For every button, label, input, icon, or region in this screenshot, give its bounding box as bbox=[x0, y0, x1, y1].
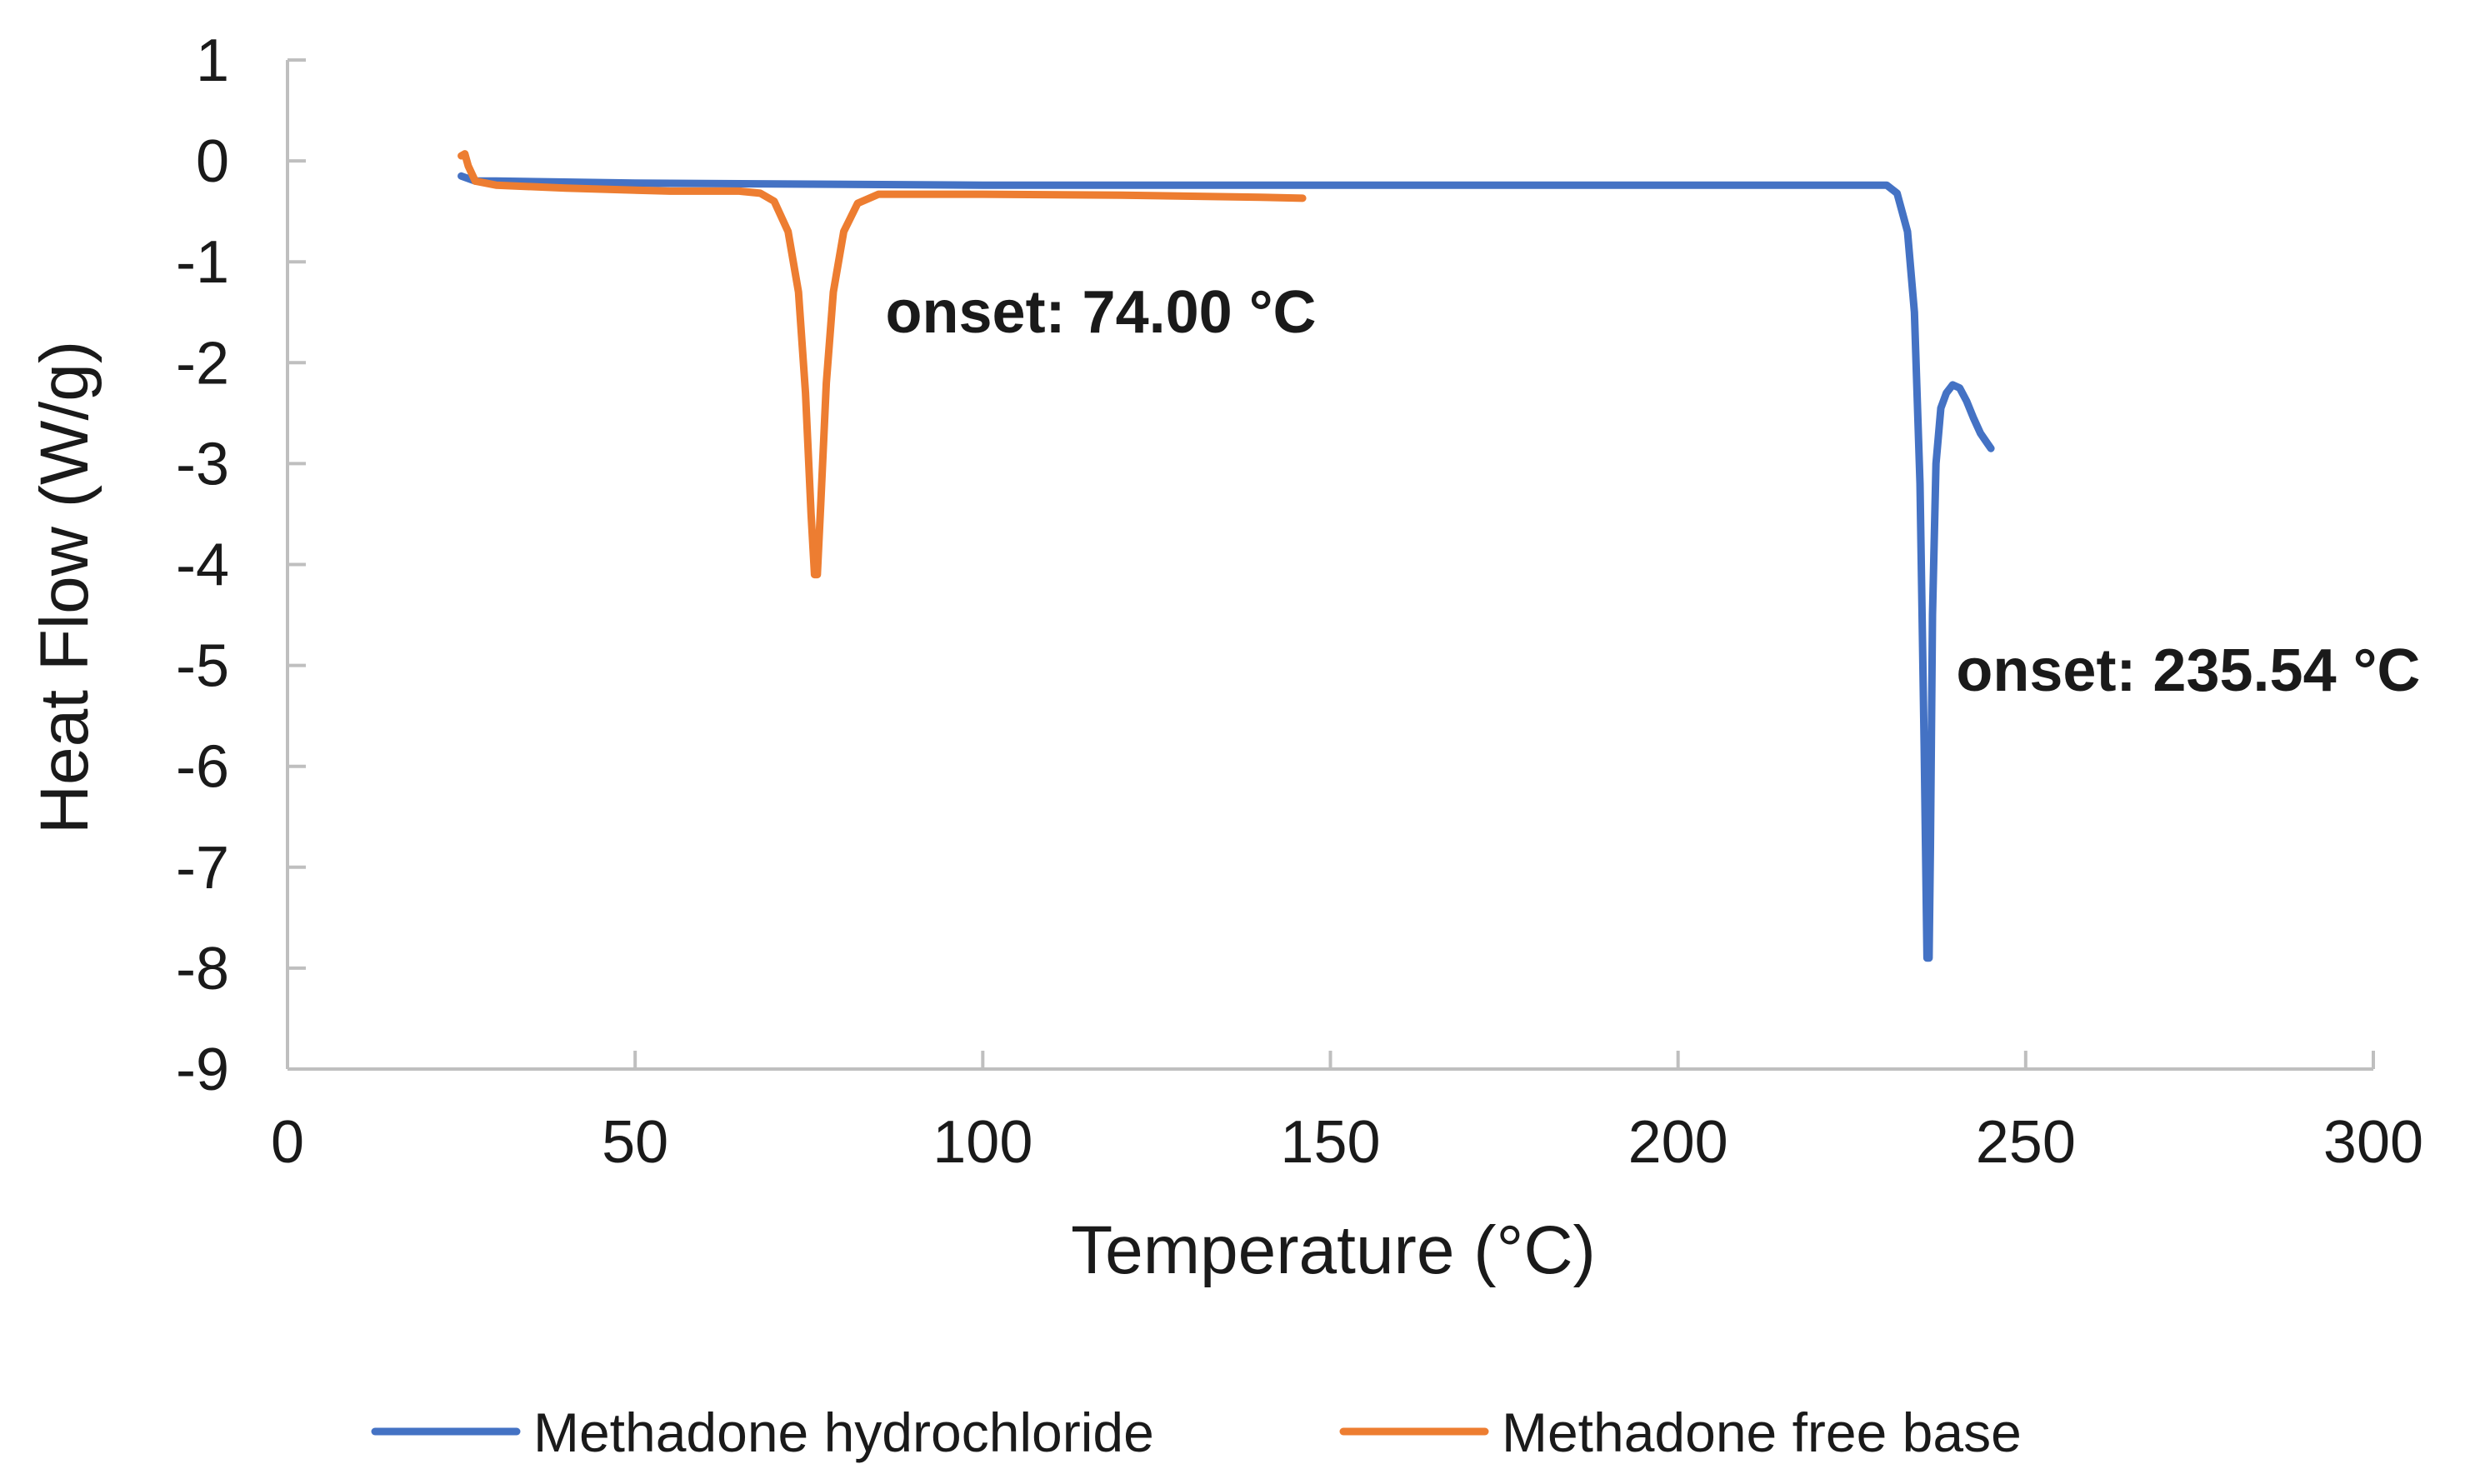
onset-annotation: onset: 235.54 °C bbox=[1956, 637, 2420, 704]
y-tick-label: -5 bbox=[176, 633, 229, 700]
y-tick-label: -9 bbox=[176, 1037, 229, 1103]
x-tick-label: 0 bbox=[271, 1109, 304, 1176]
onset-annotation: onset: 74.00 °C bbox=[886, 279, 1317, 346]
axes: 1 0 -1 -2 -3 -4 -5 -6 -7 -8 -9 0 50 100 150 200 250 300 bbox=[176, 27, 2423, 1176]
legend-label: Methadone hydrochloride bbox=[533, 1402, 1154, 1463]
legend-label: Methadone free base bbox=[1502, 1402, 2022, 1463]
x-tick-label: 300 bbox=[2323, 1109, 2423, 1176]
x-axis-title: Temperature (°C) bbox=[1071, 1212, 1596, 1288]
y-axis-ticks: 1 0 -1 -2 -3 -4 -5 -6 -7 -8 -9 bbox=[176, 27, 306, 1103]
annotations: onset: 74.00 °C onset: 235.54 °C bbox=[886, 279, 2421, 704]
x-axis-ticks: 0 50 100 150 200 250 300 bbox=[271, 1051, 2423, 1176]
x-tick-label: 100 bbox=[932, 1109, 1032, 1176]
y-tick-label: -1 bbox=[176, 229, 229, 296]
y-axis-title: Heat Flow (W/g) bbox=[27, 341, 102, 834]
y-tick-label: -3 bbox=[176, 431, 229, 497]
x-tick-label: 250 bbox=[1976, 1109, 2076, 1176]
y-tick-label: -4 bbox=[176, 532, 229, 599]
x-tick-label: 200 bbox=[1628, 1109, 1728, 1176]
series-line-methadone-hydrochloride bbox=[458, 172, 1995, 962]
series-lines bbox=[458, 150, 1995, 962]
legend: Methadone hydrochloride Methadone free ba… bbox=[371, 1402, 2022, 1463]
y-tick-label: 1 bbox=[196, 27, 229, 94]
x-tick-label: 50 bbox=[602, 1109, 668, 1176]
y-tick-label: -7 bbox=[176, 835, 229, 902]
x-tick-label: 150 bbox=[1280, 1109, 1380, 1176]
series-line-methadone-free-base bbox=[458, 150, 1307, 579]
y-tick-label: -2 bbox=[176, 330, 229, 397]
y-tick-label: -6 bbox=[176, 734, 229, 801]
y-tick-label: 0 bbox=[196, 128, 229, 195]
y-tick-label: -8 bbox=[176, 936, 229, 1002]
